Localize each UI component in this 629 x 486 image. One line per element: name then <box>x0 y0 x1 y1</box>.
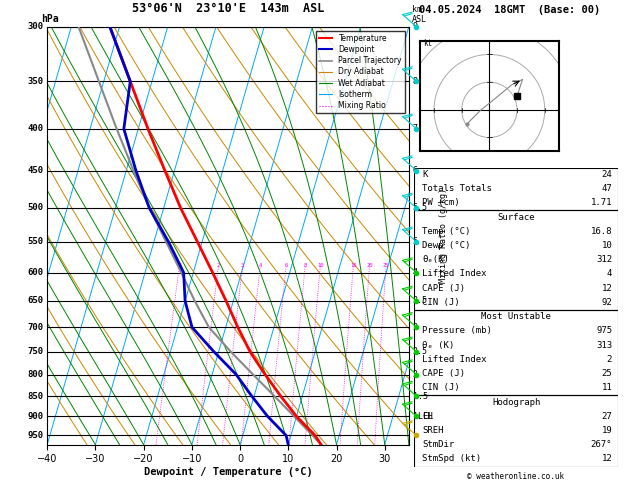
Text: 975: 975 <box>596 327 612 335</box>
Legend: Temperature, Dewpoint, Parcel Trajectory, Dry Adiabat, Wet Adiabat, Isotherm, Mi: Temperature, Dewpoint, Parcel Trajectory… <box>316 31 405 113</box>
Text: Lifted Index: Lifted Index <box>422 269 487 278</box>
Text: 3.5: 3.5 <box>413 296 428 305</box>
Text: 12: 12 <box>601 454 612 464</box>
Text: Most Unstable: Most Unstable <box>481 312 551 321</box>
Text: 450: 450 <box>27 166 43 175</box>
Text: 24: 24 <box>601 170 612 179</box>
Text: Surface: Surface <box>498 212 535 222</box>
Text: 25: 25 <box>601 369 612 378</box>
Text: 2: 2 <box>607 355 612 364</box>
Text: 5: 5 <box>413 237 418 246</box>
Text: StmDir: StmDir <box>422 440 454 449</box>
Text: Mixing Ratio (g/kg): Mixing Ratio (g/kg) <box>439 188 448 283</box>
Text: 400: 400 <box>27 124 43 133</box>
Text: Totals Totals: Totals Totals <box>422 184 492 193</box>
Text: 3: 3 <box>241 263 244 268</box>
Text: 3: 3 <box>413 323 418 331</box>
Text: CAPE (J): CAPE (J) <box>422 284 465 293</box>
Text: 900: 900 <box>27 412 43 421</box>
Text: 04.05.2024  18GMT  (Base: 00): 04.05.2024 18GMT (Base: 00) <box>419 4 600 15</box>
Text: PW (cm): PW (cm) <box>422 198 460 207</box>
Text: CAPE (J): CAPE (J) <box>422 369 465 378</box>
Text: 8: 8 <box>413 77 418 86</box>
Text: 800: 800 <box>27 370 43 379</box>
Text: 267°: 267° <box>591 440 612 449</box>
Text: EH: EH <box>422 412 433 421</box>
Text: K: K <box>422 170 428 179</box>
Text: 850: 850 <box>27 392 43 400</box>
Text: 2: 2 <box>217 263 220 268</box>
Text: 313: 313 <box>596 341 612 349</box>
Text: 4: 4 <box>259 263 262 268</box>
Text: 5.5: 5.5 <box>413 203 428 212</box>
Text: 700: 700 <box>27 323 43 331</box>
Text: θₑ (K): θₑ (K) <box>422 341 454 349</box>
Text: km
ASL: km ASL <box>412 5 427 24</box>
Text: 2: 2 <box>413 370 418 379</box>
Text: 350: 350 <box>27 77 43 86</box>
Bar <box>414 168 618 210</box>
Text: 10: 10 <box>317 263 324 268</box>
Bar <box>414 396 618 467</box>
Text: CIN (J): CIN (J) <box>422 298 460 307</box>
Text: SREH: SREH <box>422 426 443 435</box>
Text: 19: 19 <box>601 426 612 435</box>
Text: 1.71: 1.71 <box>591 198 612 207</box>
Text: 1LCL: 1LCL <box>413 412 433 421</box>
Text: 4: 4 <box>607 269 612 278</box>
Text: Lifted Index: Lifted Index <box>422 355 487 364</box>
Text: 6: 6 <box>284 263 288 268</box>
Text: 92: 92 <box>601 298 612 307</box>
Text: 12: 12 <box>601 284 612 293</box>
Text: Dewp (°C): Dewp (°C) <box>422 241 470 250</box>
Text: 650: 650 <box>27 296 43 305</box>
Text: 550: 550 <box>27 237 43 246</box>
Text: hPa: hPa <box>41 14 58 24</box>
Text: kt: kt <box>423 39 432 48</box>
Text: 300: 300 <box>27 22 43 31</box>
Text: © weatheronline.co.uk: © weatheronline.co.uk <box>467 472 564 481</box>
Text: StmSpd (kt): StmSpd (kt) <box>422 454 481 464</box>
Text: Hodograph: Hodograph <box>492 398 540 406</box>
Text: θₑ(K): θₑ(K) <box>422 255 449 264</box>
Text: 9: 9 <box>413 22 418 31</box>
Text: 750: 750 <box>27 347 43 356</box>
Text: 950: 950 <box>27 431 43 440</box>
Text: 500: 500 <box>27 203 43 212</box>
Text: 47: 47 <box>601 184 612 193</box>
Text: 7: 7 <box>413 124 418 133</box>
Text: 16: 16 <box>350 263 357 268</box>
Text: Temp (°C): Temp (°C) <box>422 227 470 236</box>
Text: 53°06'N  23°10'E  143m  ASL: 53°06'N 23°10'E 143m ASL <box>132 1 324 15</box>
Bar <box>414 310 618 396</box>
Text: 10: 10 <box>601 241 612 250</box>
X-axis label: Dewpoint / Temperature (°C): Dewpoint / Temperature (°C) <box>143 467 313 477</box>
Text: 6: 6 <box>413 166 418 175</box>
Text: 2.5: 2.5 <box>413 347 428 356</box>
Text: 8: 8 <box>304 263 307 268</box>
Text: 11: 11 <box>601 383 612 392</box>
Text: 1: 1 <box>178 263 181 268</box>
Text: 27: 27 <box>601 412 612 421</box>
Text: 16.8: 16.8 <box>591 227 612 236</box>
Bar <box>414 210 618 310</box>
Text: 4: 4 <box>413 268 418 277</box>
Text: Pressure (mb): Pressure (mb) <box>422 327 492 335</box>
Text: 600: 600 <box>27 268 43 277</box>
Text: 20: 20 <box>366 263 373 268</box>
Text: CIN (J): CIN (J) <box>422 383 460 392</box>
Text: 1.5: 1.5 <box>413 392 428 400</box>
Text: 25: 25 <box>383 263 389 268</box>
Text: 312: 312 <box>596 255 612 264</box>
